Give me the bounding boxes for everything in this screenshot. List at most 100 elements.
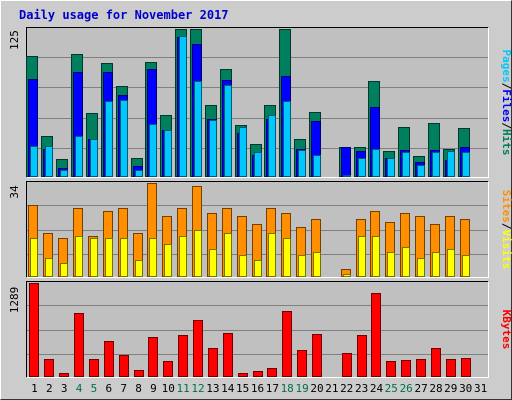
x-tick-label: 14 (221, 382, 235, 395)
x-tick-label: 10 (162, 382, 175, 395)
chart-title: Daily usage for November 2017 (19, 8, 229, 22)
bar-pages-day-18 (283, 101, 291, 177)
bar-kbytes-day-20 (312, 334, 322, 377)
bar-pages-day-8 (135, 170, 143, 177)
y-axis-max-label: 125 (8, 30, 21, 50)
bar-sites-day-29 (447, 249, 455, 277)
bar-pages-day-6 (105, 101, 113, 177)
bar-sites-day-9 (149, 238, 157, 277)
bar-sites-day-15 (239, 255, 247, 277)
bar-pages-day-10 (164, 130, 172, 177)
x-tick-label: 21 (325, 382, 338, 395)
bar-kbytes-day-4 (74, 313, 84, 377)
bar-pages-day-15 (239, 127, 247, 177)
bar-pages-day-24 (372, 149, 380, 177)
x-tick-label: 15 (236, 382, 249, 395)
bar-pages-day-5 (90, 139, 98, 177)
panel-legend: Pages/Files/Hits (500, 50, 512, 156)
bar-kbytes-day-11 (178, 335, 188, 377)
bar-pages-day-25 (387, 158, 395, 177)
bar-files-day-22 (341, 147, 351, 177)
panel-kbytes: 1289 KBytes (8, 281, 512, 378)
bar-sites-day-11 (179, 236, 187, 277)
bar-sites-day-28 (432, 252, 440, 277)
bar-sites-day-30 (462, 255, 470, 277)
bar-pages-day-17 (268, 115, 276, 177)
panel-sites-visits: 34 Sites/Visits (8, 181, 512, 278)
legend-entry: Visits (500, 230, 512, 270)
legend-entry: / (500, 122, 512, 129)
panel-legend: KBytes (500, 310, 512, 350)
bar-pages-day-7 (120, 100, 128, 177)
bar-pages-day-16 (254, 152, 262, 177)
bar-sites-day-20 (313, 252, 321, 277)
x-tick-label: 6 (105, 382, 112, 395)
x-tick-label: 1 (31, 382, 38, 395)
plot-border-dark (26, 281, 489, 378)
bar-pages-day-27 (417, 165, 425, 177)
bar-kbytes-day-7 (119, 355, 129, 377)
bar-sites-day-3 (60, 263, 68, 277)
legend-entry: Files (500, 89, 512, 122)
x-tick-label: 4 (76, 382, 83, 395)
x-tick-label: 17 (266, 382, 279, 395)
legend-entry: Sites (500, 190, 512, 223)
bar-pages-day-20 (313, 155, 321, 177)
y-axis-max-label: 1289 (8, 287, 21, 314)
bar-kbytes-day-17 (267, 368, 277, 377)
bar-sites-day-16 (254, 260, 262, 277)
bar-pages-day-9 (149, 124, 157, 177)
plot-area (26, 281, 489, 378)
bar-kbytes-day-8 (134, 370, 144, 377)
x-tick-label: 29 (444, 382, 457, 395)
y-axis-max-label: 34 (8, 185, 21, 199)
x-tick-label: 23 (355, 382, 368, 395)
bar-pages-day-11 (179, 36, 187, 177)
plot-border-dark (26, 181, 489, 278)
bar-sites-day-4 (75, 236, 83, 277)
bar-kbytes-day-15 (238, 373, 248, 377)
bar-kbytes-day-6 (104, 341, 114, 377)
plot-border-light (26, 281, 489, 378)
bar-pages-day-23 (358, 158, 366, 177)
bar-pages-day-2 (45, 146, 53, 177)
x-tick-label: 27 (414, 382, 427, 395)
bar-kbytes-day-22 (342, 353, 352, 377)
bar-sites-day-10 (164, 244, 172, 277)
legend-entry: Pages (500, 50, 512, 83)
x-tick-label: 7 (120, 382, 127, 395)
bar-sites-day-12 (194, 230, 202, 277)
series-sites (30, 230, 470, 277)
x-tick-label: 2 (46, 382, 53, 395)
bar-sites-day-7 (120, 238, 128, 277)
x-tick-label: 31 (474, 382, 487, 395)
x-tick-label: 22 (340, 382, 353, 395)
bar-pages-day-30 (462, 152, 470, 177)
x-tick-label: 26 (400, 382, 413, 395)
bar-sites-day-8 (135, 260, 143, 277)
plot-border-light (26, 181, 489, 278)
x-tick-label: 18 (281, 382, 294, 395)
bar-kbytes-day-1 (29, 283, 39, 377)
bar-kbytes-day-28 (431, 348, 441, 377)
plot-border-light (26, 27, 489, 178)
bar-pages-day-19 (298, 150, 306, 177)
bar-pages-day-3 (60, 170, 68, 177)
bar-kbytes-day-10 (163, 361, 173, 377)
bar-pages-day-29 (447, 151, 455, 177)
legend-entry: / (500, 223, 512, 230)
bar-kbytes-day-9 (148, 337, 158, 377)
bar-sites-day-19 (298, 255, 306, 277)
x-tick-label: 9 (150, 382, 157, 395)
bar-sites-day-23 (358, 236, 366, 277)
bar-sites-day-13 (209, 249, 217, 277)
bar-kbytes-day-19 (297, 350, 307, 377)
legend-entry: Hits (500, 129, 512, 156)
x-tick-label: 28 (429, 382, 442, 395)
bar-sites-day-17 (268, 233, 276, 277)
bar-kbytes-day-13 (208, 348, 218, 377)
bar-sites-day-27 (417, 258, 425, 277)
